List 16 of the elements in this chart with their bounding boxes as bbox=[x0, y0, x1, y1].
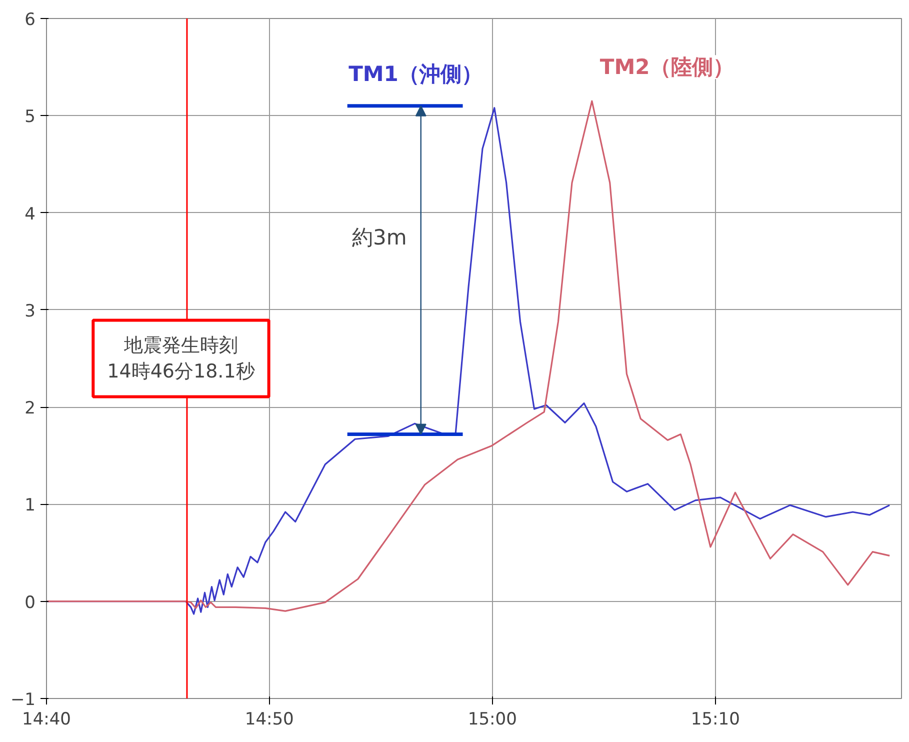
series-label: TM2（陸側） bbox=[600, 55, 734, 80]
y-tick-label: 1 bbox=[24, 496, 36, 516]
series-label: TM1（沖側） bbox=[348, 62, 482, 86]
y-tick-label: 4 bbox=[24, 204, 36, 224]
x-tick-label: 15:10 bbox=[690, 710, 740, 730]
y-tick-label: 5 bbox=[24, 107, 36, 128]
y-tick-label: 0 bbox=[24, 592, 36, 613]
x-tick-label: 15:00 bbox=[468, 710, 517, 730]
y-tick-label: −1 bbox=[10, 690, 36, 710]
x-tick-label: 14:50 bbox=[244, 710, 294, 730]
y-tick-label: 6 bbox=[24, 10, 36, 30]
annotation: 約3m bbox=[352, 225, 407, 250]
x-tick-label: 14:40 bbox=[22, 710, 72, 730]
y-tick-label: 2 bbox=[24, 398, 36, 419]
annotation: 地震発生時刻 14時46分18.1秒 bbox=[107, 334, 255, 383]
y-tick-label: 3 bbox=[24, 301, 36, 322]
